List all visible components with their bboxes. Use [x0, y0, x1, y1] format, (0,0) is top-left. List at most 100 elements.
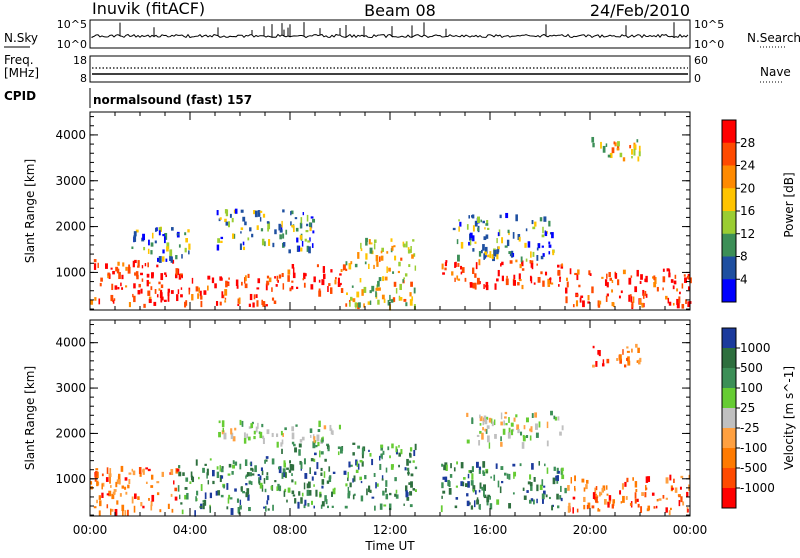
echo-cell	[413, 287, 416, 294]
echo-cell	[292, 464, 295, 471]
echo-cell	[265, 304, 268, 307]
echo-cell	[406, 496, 410, 501]
echo-cell	[278, 466, 282, 474]
echo-cell	[544, 463, 546, 467]
echo-cell	[357, 445, 361, 449]
echo-cell	[595, 486, 598, 491]
echo-cell	[114, 285, 118, 290]
echo-cell	[98, 298, 101, 305]
echo-cell	[337, 277, 340, 283]
echo-cell	[283, 462, 287, 468]
echo-cell	[376, 261, 379, 267]
echo-cell	[512, 492, 515, 495]
echo-cell	[267, 508, 270, 511]
echo-cell	[376, 284, 378, 290]
echo-cell	[178, 465, 181, 469]
echo-cell	[121, 485, 125, 489]
echo-cell	[544, 271, 548, 276]
echo-cell	[329, 287, 333, 294]
echo-cell	[488, 442, 491, 449]
echo-cell	[288, 249, 291, 254]
echo-cell	[380, 444, 384, 448]
echo-cell	[144, 262, 147, 267]
echo-cell	[496, 252, 499, 260]
echo-cell	[522, 435, 526, 442]
echo-cell	[656, 498, 659, 502]
echo-cell	[381, 247, 384, 252]
echo-cell	[529, 275, 532, 282]
echo-cell	[220, 494, 224, 498]
echo-cell	[475, 461, 479, 468]
echo-cell	[532, 251, 535, 257]
freq-left-tick-top: 18	[73, 54, 87, 67]
echo-cell	[519, 263, 522, 269]
echo-cell	[366, 488, 368, 496]
echo-cell	[478, 440, 481, 446]
echo-cell	[260, 228, 264, 232]
echo-cell	[616, 147, 620, 151]
echo-cell	[547, 284, 551, 287]
echo-cell	[471, 214, 475, 219]
echo-cell	[352, 452, 355, 456]
echo-cell	[264, 241, 266, 247]
echo-cell	[223, 484, 225, 489]
echo-cell	[172, 259, 175, 264]
echo-cell	[112, 300, 115, 304]
echo-cell	[298, 449, 301, 456]
echo-cell	[469, 470, 473, 474]
echo-cell	[512, 232, 515, 239]
echo-cell	[254, 465, 257, 473]
colorbar-segment	[722, 388, 736, 409]
echo-cell	[200, 295, 203, 300]
colorbar-tick-label: -100	[740, 441, 767, 455]
echo-cell	[147, 468, 151, 472]
echo-cell	[355, 469, 359, 474]
echo-cell	[188, 289, 191, 295]
echo-cell	[282, 242, 286, 247]
echo-cell	[400, 449, 403, 455]
echo-cell	[262, 301, 266, 307]
echo-cell	[553, 415, 556, 420]
echo-cell	[561, 263, 563, 267]
echo-cell	[528, 499, 532, 504]
echo-cell	[367, 301, 370, 305]
echo-cell	[543, 490, 546, 494]
echo-cell	[347, 471, 349, 479]
echo-cell	[611, 279, 614, 283]
echo-cell	[371, 496, 375, 499]
echo-cell	[442, 490, 446, 494]
echo-cell	[237, 303, 240, 307]
echo-cell	[268, 239, 271, 246]
echo-cell	[259, 482, 263, 489]
echo-cell	[321, 479, 325, 485]
echo-cell	[497, 232, 500, 237]
echo-cell	[317, 429, 321, 433]
echo-cell	[312, 441, 316, 449]
echo-cell	[245, 492, 249, 498]
echo-cell	[364, 475, 367, 480]
echo-cell	[495, 463, 498, 469]
colorbar-segment	[722, 256, 736, 280]
echo-cell	[206, 468, 209, 476]
echo-cell	[406, 467, 410, 471]
echo-cell	[330, 428, 333, 435]
echo-cell	[288, 469, 292, 473]
echo-cell	[636, 360, 639, 363]
echo-cell	[227, 473, 231, 476]
echo-cell	[483, 484, 487, 491]
echo-cell	[318, 279, 321, 283]
echo-cell	[472, 267, 475, 274]
echo-cell	[653, 281, 657, 288]
y-tick-label: 1000	[55, 472, 86, 486]
echo-cell	[259, 210, 263, 213]
echo-cell	[266, 275, 270, 279]
echo-cell	[378, 455, 381, 461]
echo-cell	[455, 485, 458, 488]
echo-cell	[673, 280, 677, 285]
echo-cell	[611, 147, 615, 154]
echo-cell	[403, 243, 406, 248]
echo-cell	[609, 152, 613, 159]
echo-cell	[368, 449, 370, 452]
echo-cell	[628, 294, 631, 302]
echo-cell	[556, 475, 559, 482]
